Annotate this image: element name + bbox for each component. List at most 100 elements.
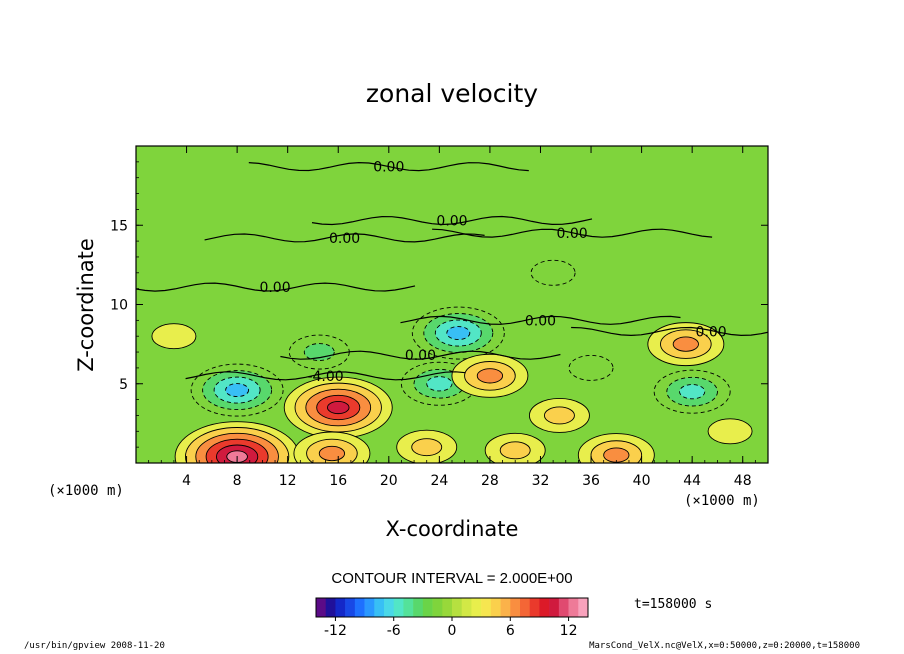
y-axis-title: Z-coordinate [74,238,98,372]
x-tick-label-20: 20 [380,473,398,489]
footer-left-text: /usr/bin/gpview 2008-11-20 [24,641,165,651]
colorbar-cell-10 [413,598,424,617]
x-tick-label-8: 8 [233,473,242,489]
colorbar-cell-7 [384,598,395,617]
feature-3-band-3 [446,326,471,340]
x-tick-label-40: 40 [633,473,651,489]
contour-lines [136,161,768,381]
contour-label-7: 0.00 [405,348,436,364]
colorbar-cell-5 [364,598,375,617]
x-tick-label-32: 32 [532,473,550,489]
feature-13 [484,432,546,463]
feature-4-band-0 [568,354,614,381]
colorbar-ticks: -12 -6 0 6 12 [324,617,577,639]
zero-contour-7 [280,350,561,360]
colorbar-cell-18 [490,598,501,617]
colorbar-cell-6 [374,598,385,617]
colorbar-cell-20 [510,598,521,617]
feature-11 [647,322,725,367]
feature-17 [707,418,753,445]
colorbar-tick-label-0: 0 [448,623,457,639]
zero-contour-5 [400,315,681,325]
zero-contour-8 [185,371,466,381]
colorbar-cell-11 [422,598,433,617]
x-tick-label-4: 4 [182,473,191,489]
colorbar-cell-26 [568,598,579,617]
colorbar-cell-19 [500,598,511,617]
feature-16 [151,323,197,350]
x-tick-label-36: 36 [582,473,600,489]
feature-8 [174,421,300,463]
feature-5 [653,369,731,414]
colorbar-cell-2 [335,598,346,617]
feature-7-band-4 [326,400,350,415]
feature-6 [530,259,576,286]
feature-13-band-1 [499,441,531,460]
colorbar-tick-label--6: -6 [387,623,401,639]
colorbar-cell-22 [529,598,540,617]
y-tick-label-15: 15 [110,218,128,234]
x-axis-ticks: 4 8 12 16 20 24 28 32 36 40 44 48 [148,146,756,489]
colorbar-cell-12 [432,598,443,617]
colorbar-cell-4 [354,598,365,617]
heatmap-field [136,146,768,463]
zero-contour-2 [204,233,485,243]
contour-label-6: 0.00 [696,324,727,340]
colorbar-cell-23 [539,598,550,617]
contour-label-2: 0.00 [329,231,360,247]
y-tick-label-5: 5 [119,377,128,393]
colorbar-cell-9 [403,598,414,617]
zero-contour-4 [136,282,416,292]
feature-12-band-1 [411,438,443,457]
contour-interval-text: CONTOUR INTERVAL = 2.000E+00 [331,570,572,587]
feature-2-band-2 [426,376,453,392]
colorbar-cell-24 [549,598,560,617]
colorbar-cell-3 [345,598,356,617]
feature-12 [396,429,458,463]
feature-10-band-2 [476,368,504,384]
feature-11-band-2 [672,336,699,352]
feature-17-band-0 [707,418,753,445]
feature-1 [288,334,350,370]
x-tick-label-28: 28 [481,473,499,489]
contour-label-1: 0.00 [436,213,467,229]
x-axis-title: X-coordinate [386,517,519,541]
x-tick-label-12: 12 [279,473,297,489]
feature-0-band-3 [225,383,250,398]
feature-5-band-2 [679,384,706,400]
colorbar [316,598,589,617]
feature-10 [451,353,529,398]
feature-9 [293,431,371,463]
zero-contour-0 [248,161,529,172]
colorbar-cell-1 [325,598,336,617]
colorbar-cell-8 [393,598,404,617]
contour-label-4: 0.00 [259,280,290,296]
contour-labels: 0.00 0.00 0.00 0.00 0.00 0.00 0.00 0.00 -4.00 [259,160,726,385]
x-tick-label-16: 16 [329,473,347,489]
x-tick-label-44: 44 [683,473,701,489]
feature-3 [411,306,505,360]
colorbar-cell-25 [558,598,569,617]
contour-label-3: 0.00 [556,226,587,242]
colorbar-tick-label-12: 12 [560,623,578,639]
colorbar-cell-27 [578,598,589,617]
zero-contour-6 [571,326,768,337]
feature-15 [528,398,590,433]
x-unit-label-left: (×1000 m) [48,483,124,499]
colorbar-cell-16 [471,598,482,617]
time-label: t=158000 s [634,597,712,612]
footer-right-text: MarsCond_VelX.nc@VelX,x=0:50000,z=0:2000… [589,641,860,651]
y-tick-label-10: 10 [110,298,128,314]
contour-label-8: -4.00 [307,369,343,385]
zero-contour-3 [432,228,713,238]
feature-4 [568,354,614,381]
feature-14 [577,433,655,463]
colorbar-cell-13 [442,598,453,617]
contour-label-5: 0.00 [525,313,556,329]
feature-16-band-0 [151,323,197,350]
heatmap-features [151,259,753,463]
contour-label-0: 0.00 [373,160,404,176]
feature-6-band-0 [530,259,576,286]
feature-15-band-1 [543,406,575,425]
